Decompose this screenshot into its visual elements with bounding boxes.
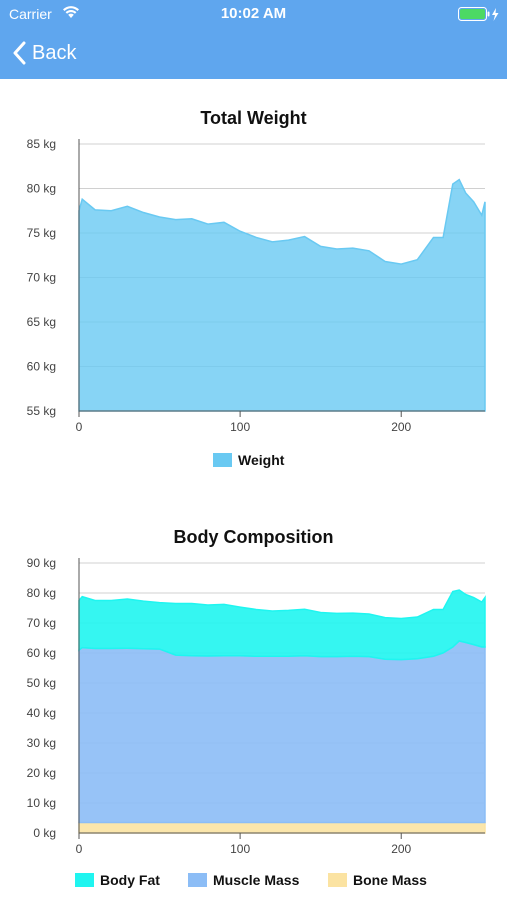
y-tick-label: 70 kg [27,616,56,630]
legend-swatch [75,873,94,887]
y-tick-label: 40 kg [27,706,56,720]
chart-title-total-weight: Total Weight [200,108,307,128]
carrier-label: Carrier [9,6,52,22]
legend-label-weight: Weight [238,452,285,468]
y-tick-label: 75 kg [27,226,56,240]
back-button-label: Back [32,41,77,64]
y-tick-label: 65 kg [27,315,56,329]
y-tick-label: 85 kg [27,137,56,151]
legend-swatch [213,453,232,467]
legend-label-body-fat: Body Fat [100,872,160,888]
back-button[interactable]: Back [12,37,76,69]
area-body-fat [78,589,486,661]
x-tick-label: 100 [230,420,250,434]
legend-swatch [188,873,207,887]
y-tick-label: 50 kg [27,676,56,690]
y-tick-label: 60 kg [27,360,56,374]
y-tick-label: 10 kg [27,796,56,810]
x-tick-label: 0 [76,842,83,856]
chevron-left-icon [13,41,26,65]
y-tick-label: 70 kg [27,271,56,285]
total-weight-chart: 55 kg 60 kg 65 kg 70 kg 75 kg 80 kg 85 kg 0 100 2… [27,137,486,468]
y-tick-label: 0 kg [33,826,56,840]
battery-icon [458,7,502,27]
area-muscle-mass [78,640,486,824]
body-composition-chart: 0 kg 10 kg 20 kg 30 kg 40 kg 50 kg 60 kg 70 kg 8… [27,556,486,888]
legend-label-bone-mass: Bone Mass [353,872,427,888]
navigation-bar: Back [0,28,507,79]
x-tick-label: 100 [230,842,250,856]
y-tick-label: 20 kg [27,766,56,780]
y-tick-label: 55 kg [27,404,56,418]
legend-swatch [328,873,347,887]
y-tick-label: 80 kg [27,586,56,600]
x-tick-label: 200 [391,420,411,434]
x-tick-label: 200 [391,842,411,856]
y-tick-label: 60 kg [27,646,56,660]
legend-label-muscle-mass: Muscle Mass [213,872,300,888]
chart-title-body-composition: Body Composition [173,527,334,547]
x-tick-label: 0 [76,420,83,434]
y-tick-label: 90 kg [27,556,56,570]
wifi-icon [62,5,80,24]
clock-time: 10:02 AM [220,5,287,22]
y-tick-label: 80 kg [27,182,56,196]
area-weight [78,178,486,412]
area-bone-mass [78,821,486,834]
y-tick-label: 30 kg [27,736,56,750]
status-bar: Carrier 10:02 AM [0,0,507,28]
